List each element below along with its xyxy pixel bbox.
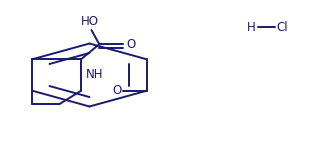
Text: H: H [247,21,256,33]
Text: HO: HO [81,15,99,28]
Text: O: O [112,84,122,97]
Text: NH: NH [86,69,103,81]
Text: O: O [126,38,135,51]
Text: Cl: Cl [277,21,289,33]
